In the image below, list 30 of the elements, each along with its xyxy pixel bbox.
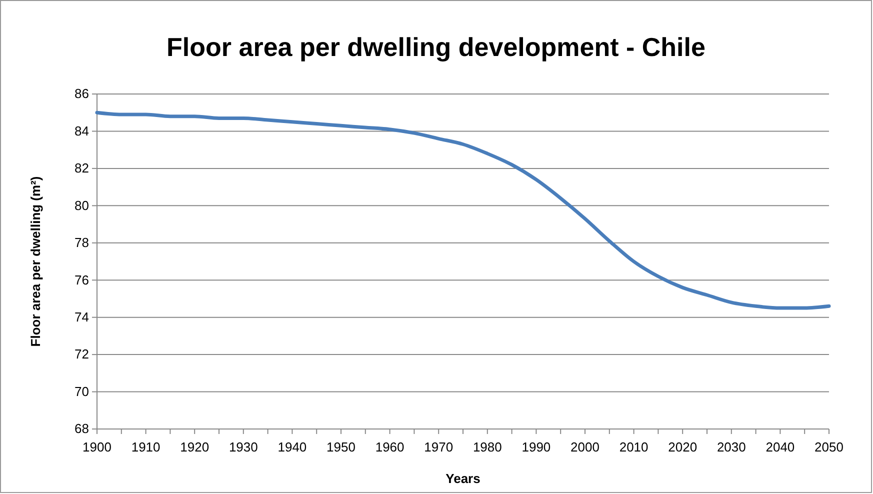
line-series <box>95 110 831 310</box>
y-tick-label: 80 <box>74 198 89 213</box>
y-tick-label: 86 <box>74 86 89 102</box>
chart-title: Floor area per dwelling development - Chile <box>166 32 706 62</box>
x-tick-label: 2000 <box>570 439 600 454</box>
x-tick-label: 1910 <box>131 439 160 454</box>
x-tick-label: 1930 <box>228 439 258 454</box>
x-tick-label: 1920 <box>180 439 210 454</box>
y-tick-label: 68 <box>74 421 89 436</box>
y-tick-label: 84 <box>74 123 89 138</box>
x-tick-label: 1990 <box>522 439 551 454</box>
x-tick-label: 1980 <box>472 439 502 454</box>
x-tick-label: 1970 <box>424 439 454 454</box>
y-tick-label: 72 <box>74 346 89 362</box>
x-tick-label: 2050 <box>814 439 844 454</box>
y-axis-title: Floor area per dwelling (m²) <box>28 176 43 347</box>
x-tick-label: 2020 <box>668 439 698 454</box>
x-tick-label: 2010 <box>619 439 648 454</box>
y-tick-label: 78 <box>74 235 89 250</box>
x-axis-title: Years <box>446 471 480 486</box>
y-tick-label: 76 <box>74 272 89 288</box>
x-tick-label: 2030 <box>716 439 746 454</box>
x-tick-label: 1900 <box>82 439 112 454</box>
x-tick-label: 1940 <box>278 439 307 454</box>
y-tick-label: 74 <box>74 309 89 324</box>
y-tick-label: 70 <box>74 384 89 399</box>
x-tick-label: 1950 <box>326 439 356 454</box>
x-tick-label: 2040 <box>766 439 795 454</box>
y-tick-label: 82 <box>74 160 89 176</box>
x-tick-label: 1960 <box>375 439 404 454</box>
